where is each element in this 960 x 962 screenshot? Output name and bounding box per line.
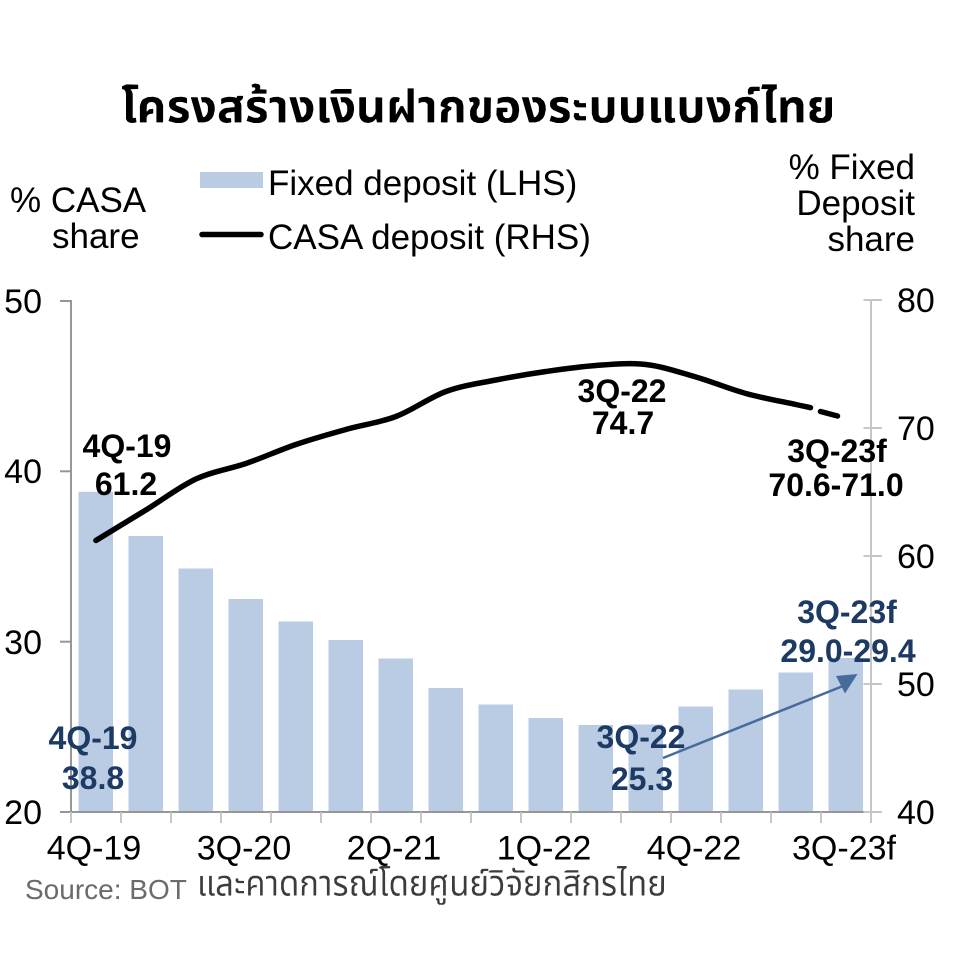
svg-text:60: 60 [897, 538, 935, 576]
svg-text:3Q-23f: 3Q-23f [797, 594, 897, 630]
svg-text:3Q-22: 3Q-22 [597, 719, 686, 755]
svg-text:4Q-19: 4Q-19 [47, 830, 142, 868]
svg-text:38.8: 38.8 [62, 760, 124, 796]
svg-text:Source: BOT: Source: BOT [25, 874, 187, 905]
svg-text:3Q-20: 3Q-20 [197, 830, 292, 868]
svg-text:4Q-19: 4Q-19 [49, 720, 138, 756]
svg-text:3Q-22: 3Q-22 [578, 373, 667, 409]
svg-text:70.6-71.0: 70.6-71.0 [768, 467, 903, 503]
svg-text:% CASA: % CASA [10, 181, 147, 220]
svg-text:3Q-23f: 3Q-23f [792, 830, 896, 868]
svg-text:CASA deposit (RHS): CASA deposit (RHS) [268, 218, 591, 257]
svg-text:4Q-19: 4Q-19 [83, 428, 172, 464]
svg-text:share: share [827, 220, 915, 259]
svg-text:% Fixed: % Fixed [789, 148, 915, 187]
svg-text:29.0-29.4: 29.0-29.4 [780, 633, 915, 669]
svg-text:2Q-21: 2Q-21 [347, 830, 442, 868]
svg-text:30: 30 [4, 624, 42, 662]
svg-text:share: share [52, 217, 140, 256]
svg-text:3Q-23f: 3Q-23f [787, 433, 887, 469]
svg-text:40: 40 [897, 794, 935, 832]
svg-text:50: 50 [4, 283, 42, 321]
svg-text:70: 70 [897, 410, 935, 448]
svg-text:20: 20 [4, 794, 42, 832]
svg-text:50: 50 [897, 666, 935, 704]
svg-text:Deposit: Deposit [796, 184, 915, 223]
svg-text:61.2: 61.2 [95, 466, 157, 502]
svg-text:80: 80 [897, 282, 935, 320]
svg-text:25.3: 25.3 [611, 761, 673, 797]
svg-text:74.7: 74.7 [592, 405, 654, 441]
svg-text:1Q-22: 1Q-22 [497, 830, 592, 868]
svg-text:40: 40 [4, 453, 42, 491]
svg-text:Fixed deposit (LHS): Fixed deposit (LHS) [268, 164, 577, 203]
svg-text:4Q-22: 4Q-22 [647, 830, 742, 868]
